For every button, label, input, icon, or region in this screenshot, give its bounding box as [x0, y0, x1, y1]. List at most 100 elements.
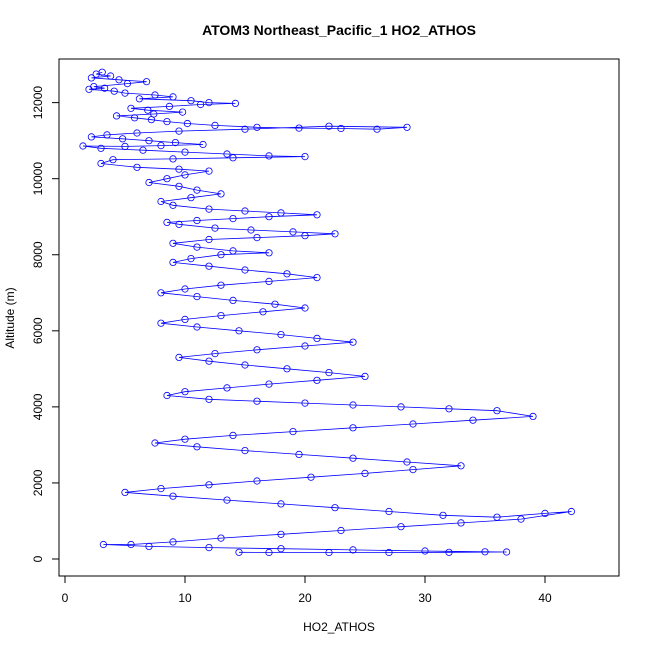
data-point: [199, 140, 207, 149]
data-point: [301, 342, 309, 350]
data-point: [337, 526, 345, 535]
data-point: [133, 163, 141, 171]
data-point: [403, 458, 411, 466]
x-axis-label: HO2_ATHOS: [303, 620, 375, 634]
y-tick-label: 6000: [31, 317, 45, 344]
data-point: [265, 380, 273, 388]
data-point: [163, 175, 171, 183]
x-axis: 0 10 20 30 40: [62, 576, 552, 605]
data-point: [265, 249, 273, 257]
data-point: [421, 547, 429, 555]
data-point: [271, 300, 279, 308]
y-tick-label: 2000: [31, 469, 45, 496]
data-point: [175, 165, 183, 173]
data-point: [113, 112, 121, 120]
data-point: [169, 239, 177, 247]
series-line: [82, 71, 572, 553]
data-point: [253, 477, 261, 485]
data-point: [445, 405, 453, 413]
data-point: [229, 154, 237, 162]
data-point: [145, 137, 153, 145]
data-point: [349, 424, 357, 432]
data-point: [217, 311, 225, 320]
data-point: [205, 481, 213, 489]
data-point: [265, 213, 273, 221]
data-point: [205, 205, 213, 213]
data-point: [349, 338, 357, 346]
data-point: [157, 142, 165, 150]
data-point: [193, 186, 201, 194]
series-layer: [79, 68, 576, 557]
data-point: [187, 194, 195, 202]
data-point: [131, 114, 139, 122]
data-point: [151, 91, 159, 99]
data-point: [265, 277, 273, 285]
data-point: [143, 78, 151, 86]
data-point: [205, 395, 213, 403]
data-point: [144, 106, 152, 114]
data-point: [229, 431, 237, 439]
data-point: [469, 416, 477, 424]
data-point: [85, 85, 93, 93]
data-point: [403, 123, 411, 131]
x-tick-label: 20: [298, 591, 312, 605]
x-tick-label: 0: [62, 591, 69, 605]
data-point: [241, 446, 249, 455]
data-point: [241, 125, 249, 133]
data-point: [181, 171, 189, 179]
data-point: [541, 509, 549, 518]
data-point: [151, 439, 159, 447]
data-point: [331, 230, 339, 238]
data-point: [397, 523, 405, 531]
data-point: [205, 167, 213, 175]
data-point: [277, 209, 285, 217]
data-point: [197, 100, 205, 109]
data-point: [109, 156, 117, 164]
data-point: [157, 289, 165, 297]
data-point: [253, 397, 261, 405]
data-point: [139, 146, 147, 154]
data-point: [217, 251, 225, 259]
data-point: [349, 546, 357, 554]
data-point: [183, 119, 191, 128]
data-point: [229, 215, 237, 223]
data-point: [110, 87, 118, 95]
data-point: [229, 247, 237, 255]
data-point: [121, 142, 129, 150]
data-point: [481, 548, 489, 556]
data-point: [119, 135, 127, 143]
data-point: [457, 519, 465, 527]
data-point: [175, 220, 183, 228]
data-point: [163, 118, 171, 126]
data-point: [385, 548, 393, 557]
data-point: [289, 427, 297, 436]
data-point: [277, 530, 285, 538]
data-point: [253, 234, 261, 242]
data-point: [133, 129, 141, 137]
data-point: [502, 548, 511, 556]
data-point: [295, 450, 303, 458]
data-point: [211, 224, 219, 232]
data-point: [79, 142, 87, 150]
data-point: [157, 319, 165, 327]
data-point: [313, 376, 321, 384]
data-point: [107, 72, 115, 80]
data-point: [313, 211, 321, 219]
data-point: [157, 197, 165, 206]
data-point: [135, 95, 143, 103]
data-point: [231, 99, 239, 108]
data-point: [193, 443, 201, 451]
data-point: [101, 84, 109, 92]
data-point: [361, 469, 369, 477]
data-point: [175, 127, 183, 135]
data-point: [169, 93, 177, 101]
data-point: [529, 412, 537, 420]
data-point: [259, 308, 267, 316]
data-point: [205, 262, 213, 270]
data-point: [181, 285, 189, 293]
data-point: [171, 139, 179, 147]
data-point: [127, 540, 135, 549]
data-point: [169, 538, 177, 546]
data-point: [217, 281, 225, 289]
data-point: [121, 89, 129, 97]
